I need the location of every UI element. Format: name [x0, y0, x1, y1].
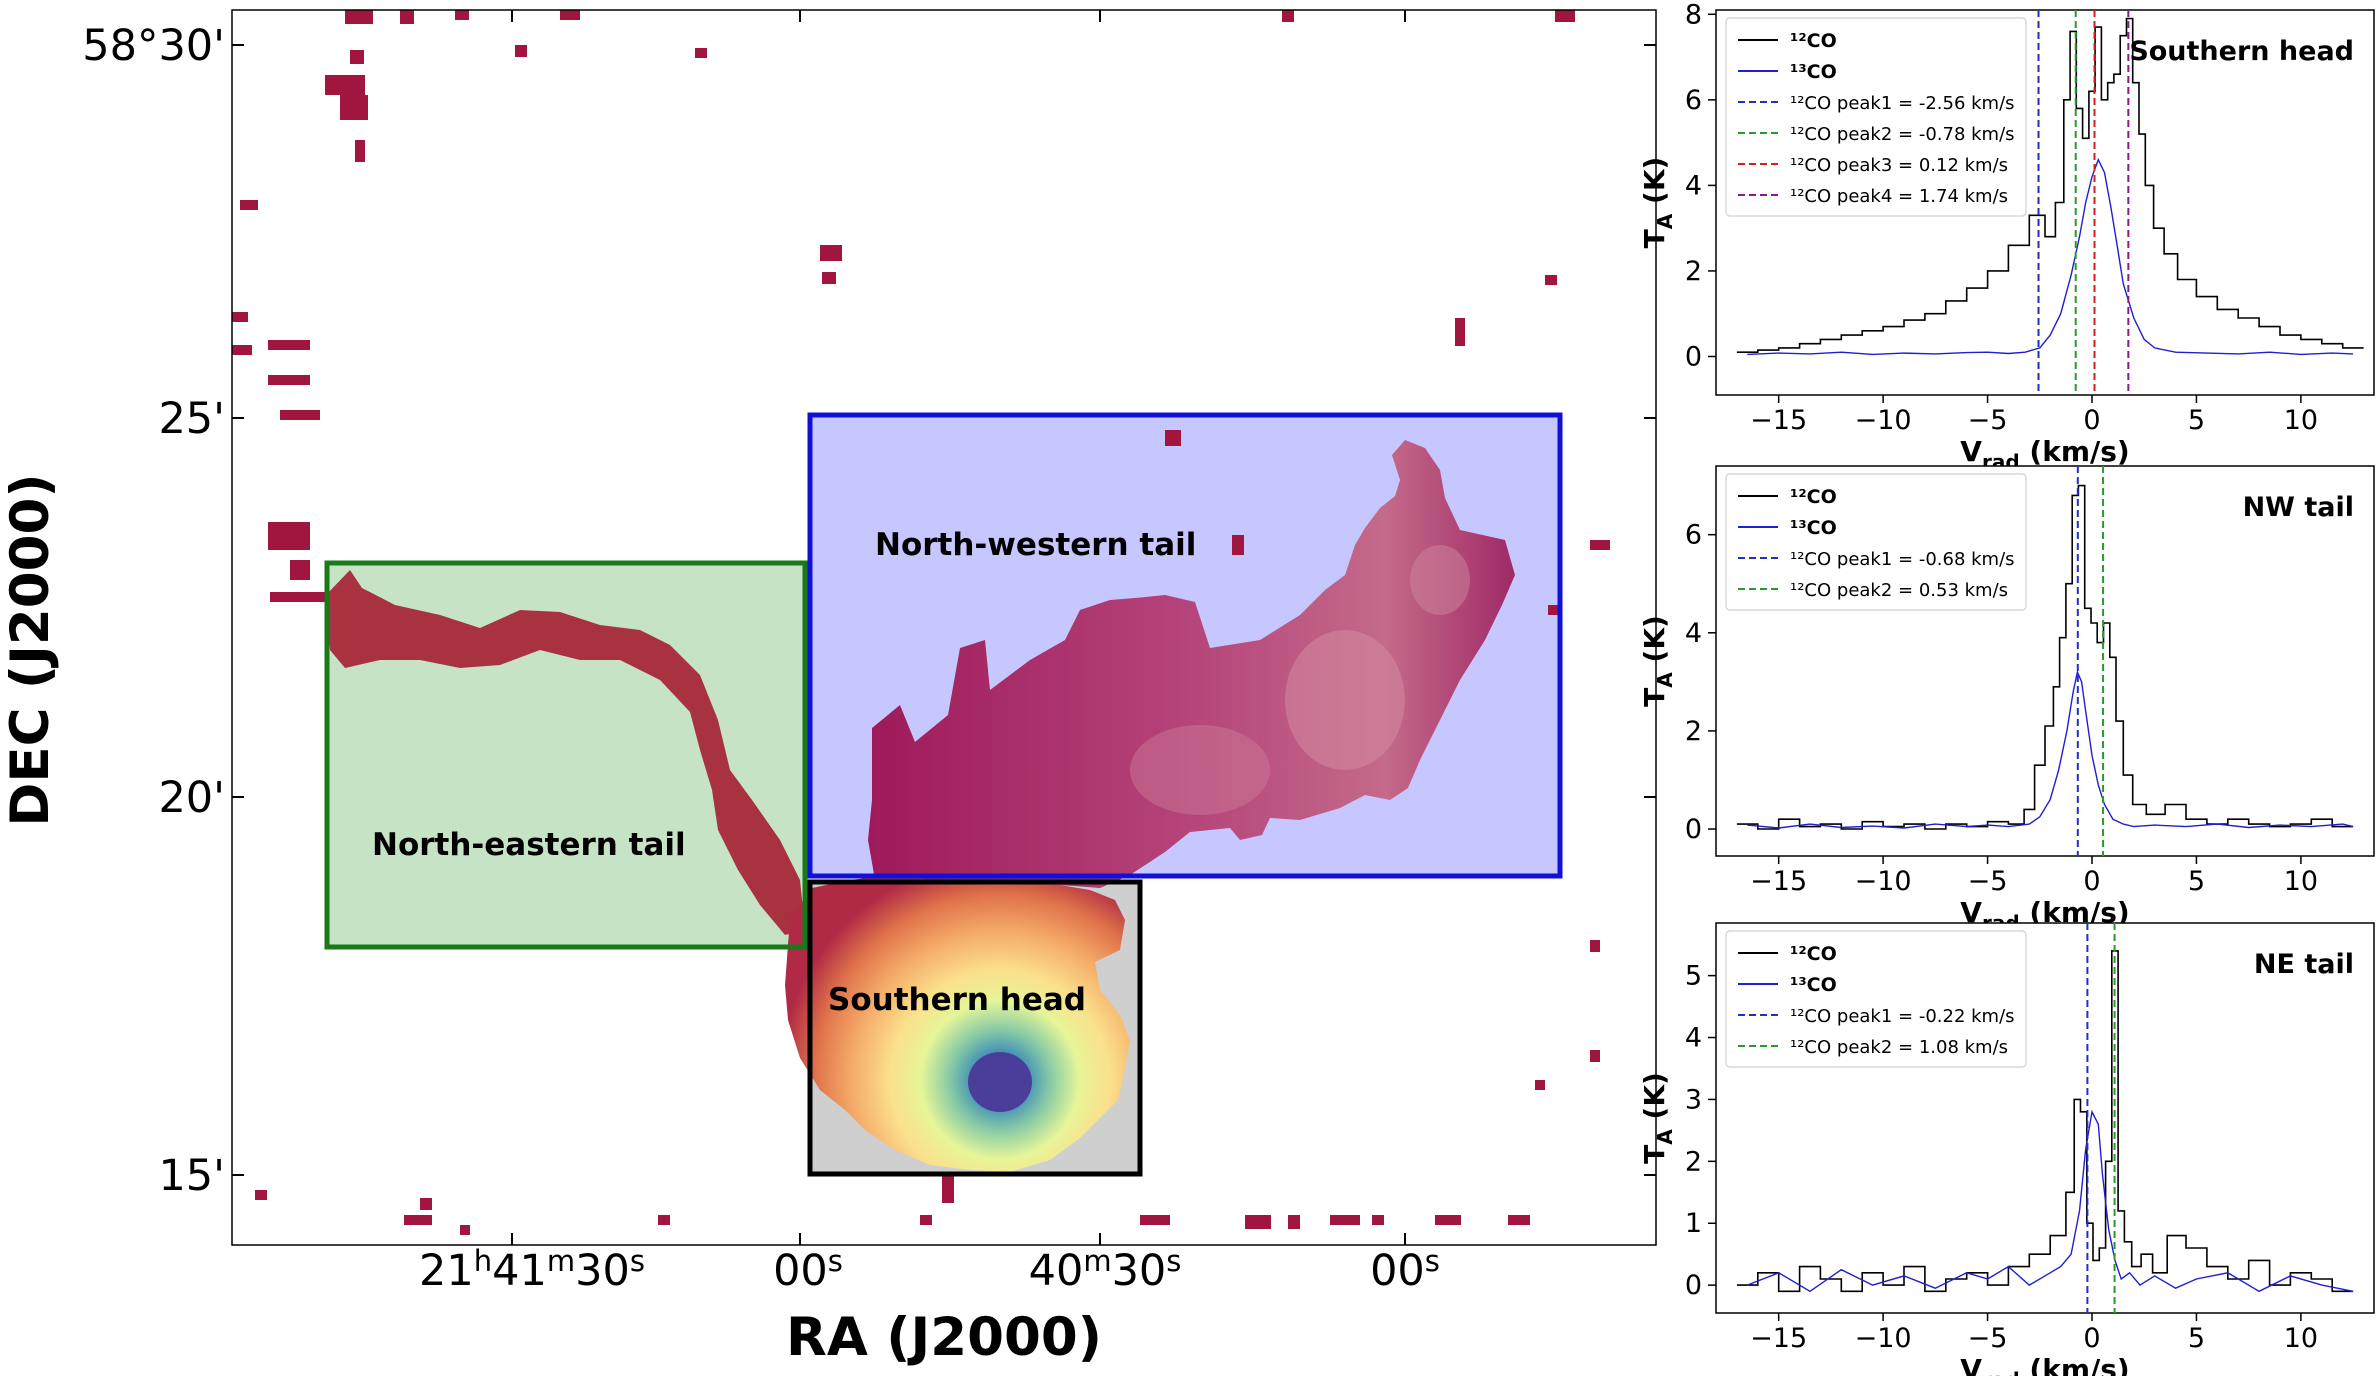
x-tick-label: −10: [1855, 1323, 1912, 1354]
legend-box: [1725, 17, 2027, 217]
x-tick-label: 10: [2284, 405, 2318, 436]
legend-label: ¹²CO peak1 = -2.56 km/s: [1790, 93, 2015, 114]
y-tick-label: 4: [1685, 1023, 1702, 1054]
series-line: [1747, 669, 2354, 829]
x-tick-label: 10: [2284, 866, 2318, 897]
legend-label: ¹²CO peak1 = -0.22 km/s: [1790, 1006, 2015, 1027]
map-x-axis-label: RA (J2000): [786, 1307, 1102, 1368]
y-tick-label: 0: [1685, 342, 1702, 373]
x-tick-label: −5: [1968, 1323, 2008, 1354]
y-tick-label: 4: [1685, 170, 1702, 201]
map-axes-frame: [231, 9, 1657, 1246]
x-tick-label: −5: [1968, 405, 2008, 436]
map-x-tick-label-0: 21h41m30s: [419, 1244, 645, 1296]
legend-label: ¹²CO: [1790, 943, 1837, 965]
map-x-tick-label-2: 40m30s: [1029, 1244, 1182, 1296]
region-north-western-outline: [807, 412, 1563, 879]
y-tick-label: 2: [1685, 1146, 1702, 1177]
emission-nw-bright-2: [1130, 725, 1270, 815]
region-label-north-western: North-western tail: [875, 527, 1196, 563]
x-tick-label: −5: [1968, 866, 2008, 897]
x-tick-label: 0: [2083, 405, 2100, 436]
legend-label: ¹²CO peak3 = 0.12 km/s: [1790, 155, 2008, 176]
region-north-eastern-outline: [324, 560, 808, 950]
legend-label: ¹²CO peak1 = -0.68 km/s: [1790, 549, 2015, 570]
region-label-north-eastern: North-eastern tail: [372, 827, 686, 863]
spectrum-panel-nw-tail: −15−10−505100246Vrad (km/s)TA (K)¹²CO¹³C…: [1638, 465, 2375, 935]
x-axis-label: Vrad (km/s): [1960, 1353, 2129, 1376]
x-tick-label: −10: [1855, 866, 1912, 897]
emission-southern-head: [785, 875, 1130, 1172]
x-tick-label: 5: [2188, 405, 2205, 436]
spectrum-title: NE tail: [2254, 949, 2354, 980]
emission-nw-bright-3: [1410, 545, 1470, 615]
legend-label: ¹²CO: [1790, 30, 1837, 52]
map-x-tick-label-3: 00s: [1370, 1244, 1440, 1296]
emission-nw-bright-1: [1285, 630, 1405, 770]
legend-label: ¹³CO: [1790, 517, 1837, 539]
y-tick-label: 6: [1685, 85, 1702, 116]
x-tick-label: 5: [2188, 866, 2205, 897]
x-tick-label: 0: [2083, 866, 2100, 897]
y-tick-label: 1: [1685, 1208, 1702, 1239]
map-area: [232, 10, 1610, 1235]
y-axis-label: TA (K): [1638, 157, 1677, 249]
x-tick-label: −15: [1750, 866, 1807, 897]
y-axis-label: TA (K): [1638, 1072, 1677, 1164]
spectrum-title: NW tail: [2243, 492, 2354, 523]
emission-head-core: [968, 1052, 1032, 1112]
y-tick-label: 2: [1685, 716, 1702, 747]
y-tick-label: 0: [1685, 814, 1702, 845]
legend-box: [1725, 930, 2027, 1068]
x-tick-label: 10: [2284, 1323, 2318, 1354]
series-line: [1747, 1109, 2354, 1293]
legend-label: ¹²CO peak2 = 1.08 km/s: [1790, 1037, 2008, 1058]
legend-box: [1725, 473, 2027, 611]
map-y-tick-label-3: 15': [158, 1151, 225, 1201]
region-label-southern-head: Southern head: [828, 982, 1086, 1018]
map-y-tick-label-1: 25': [158, 394, 225, 444]
y-tick-label: 5: [1685, 961, 1702, 992]
legend-label: ¹²CO peak2 = 0.53 km/s: [1790, 580, 2008, 601]
region-southern-head-outline: [807, 879, 1143, 1177]
map-panel: North-western tail North-eastern tail So…: [0, 9, 1657, 1368]
y-axis-label: TA (K): [1638, 615, 1677, 707]
map-y-axis-label: DEC (J2000): [0, 473, 61, 826]
map-x-tick-label-1: 00s: [773, 1244, 843, 1296]
x-tick-label: −15: [1750, 405, 1807, 436]
spectrum-panel-ne-tail: −15 −10 −5 0 5 10 0 1 2 3 4 5 Vrad (km/s) TA (K) ¹²CO ¹…: [1638, 922, 2375, 1376]
map-y-tick-label-0: 58°30': [82, 21, 225, 71]
emission-ne-tail: [325, 570, 805, 935]
x-tick-label: −10: [1855, 405, 1912, 436]
map-y-tick-label-2: 20': [158, 773, 225, 823]
y-tick-label: 8: [1685, 0, 1702, 30]
map-x-ticks: [511, 10, 1406, 1245]
series-line: [1736, 484, 2354, 830]
y-tick-label: 0: [1685, 1270, 1702, 1301]
x-tick-label: 0: [2083, 1323, 2100, 1354]
legend-label: ¹²CO peak4 = 1.74 km/s: [1790, 186, 2008, 207]
noise-pixels: [232, 10, 1610, 1235]
legend-label: ¹³CO: [1790, 61, 1837, 83]
x-tick-label: 5: [2188, 1323, 2205, 1354]
x-tick-label: −15: [1750, 1323, 1807, 1354]
y-tick-label: 3: [1685, 1084, 1702, 1115]
y-tick-label: 2: [1685, 256, 1702, 287]
y-tick-label: 6: [1685, 520, 1702, 551]
series-line: [1747, 157, 2354, 356]
spectrum-title: Southern head: [2129, 36, 2354, 67]
legend-label: ¹²CO peak2 = -0.78 km/s: [1790, 124, 2015, 145]
map-y-ticks: [232, 44, 1656, 1176]
legend-label: ¹³CO: [1790, 974, 1837, 996]
emission-nw-tail: [868, 440, 1515, 898]
y-tick-label: 4: [1685, 618, 1702, 649]
series-line: [1736, 17, 2364, 353]
legend-label: ¹²CO: [1790, 486, 1837, 508]
